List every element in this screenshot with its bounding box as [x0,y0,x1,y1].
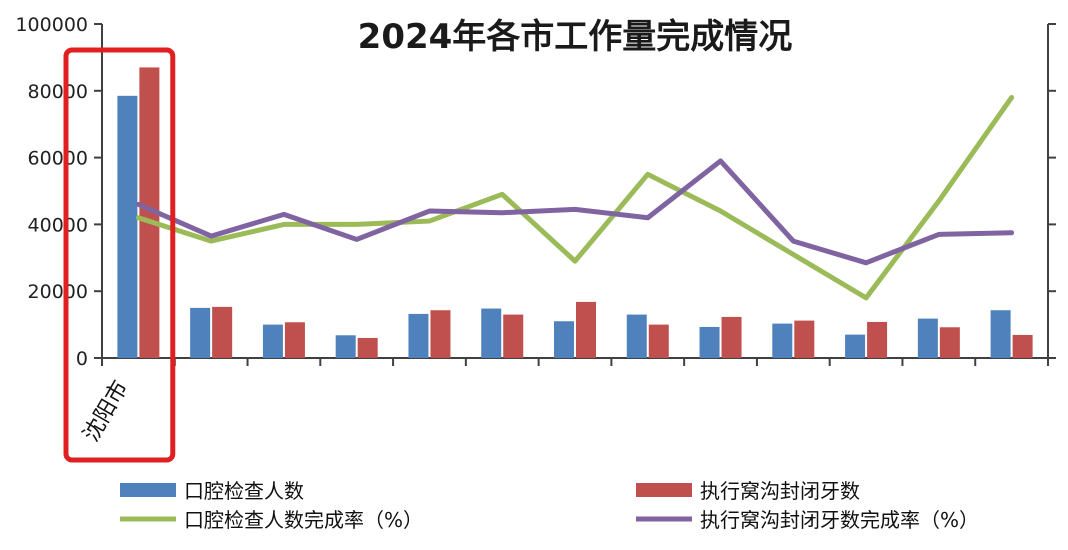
bar-1-0 [139,67,160,359]
legend-swatch-1 [636,483,692,497]
bar-0-10 [845,334,866,358]
y-tick-label: 40000 [28,214,88,236]
bar-0-7 [626,314,647,358]
legend-label-0: 口腔检查人数 [184,479,304,503]
chart-title: 2024年各市工作量完成情况 [358,17,793,57]
bar-1-10 [867,321,888,358]
bar-0-2 [262,324,283,358]
bar-1-5 [503,314,524,358]
bar-0-5 [481,308,502,358]
bar-1-3 [357,337,378,358]
legend-label-1: 执行窝沟封闭牙数 [700,479,860,503]
bar-1-9 [794,320,815,358]
bar-1-11 [939,327,960,358]
bar-1-2 [284,322,305,358]
bar-1-1 [212,306,233,358]
y-tick-label: 80000 [28,81,88,103]
y-tick-label: 20000 [28,281,88,303]
bar-0-12 [990,310,1011,358]
series-line-3 [135,158,1015,266]
bar-0-9 [772,323,793,358]
y-tick-label: 100000 [15,14,88,36]
bar-0-0 [117,95,138,358]
highlight-box [63,47,176,463]
bar-0-11 [917,318,938,358]
bar-0-4 [408,313,429,358]
legend-swatch-0 [120,483,176,497]
bar-0-8 [699,326,720,358]
bar-1-4 [430,310,451,358]
y-tick-label: 60000 [28,148,88,170]
bar-0-6 [554,321,574,358]
legend-label-2: 口腔检查人数完成率（%） [184,508,423,532]
series-line-2 [135,94,1015,301]
bar-1-12 [1012,334,1033,358]
bar-0-3 [335,335,356,358]
plot-area: 0 20000 40000 60000 80000 100000 沈阳市 [15,14,1056,463]
legend-label-3: 执行窝沟封闭牙数完成率（%） [700,508,979,532]
bar-1-8 [721,316,742,358]
bar-1-7 [648,324,669,358]
bar-1-6 [576,301,596,358]
x-category-label: 沈阳市 [79,377,134,447]
y-tick-label: 0 [76,348,88,370]
bar-0-1 [190,307,211,358]
